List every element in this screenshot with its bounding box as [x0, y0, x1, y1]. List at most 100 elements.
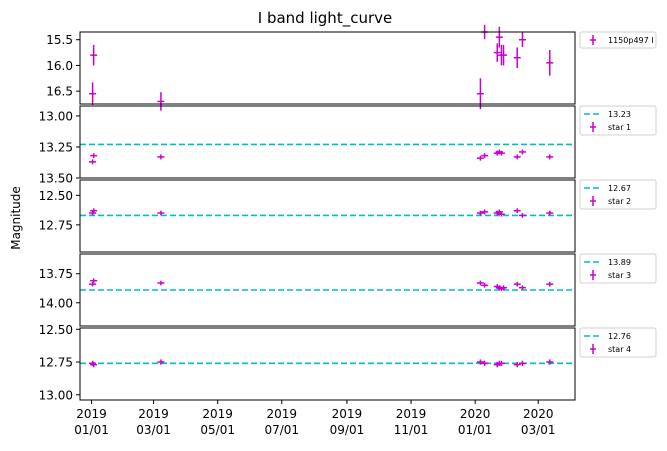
data-point [481, 283, 489, 288]
y-tick-label: 16.0 [46, 59, 73, 73]
data-point [546, 210, 554, 216]
legend: 1150p497 I [579, 31, 657, 49]
y-tick-label: 14.00 [39, 296, 73, 310]
legend-label: 1150p497 I [608, 36, 654, 45]
y-tick-label: 13.50 [39, 172, 73, 186]
data-point [476, 155, 484, 161]
data-point [90, 362, 98, 368]
panel-4: 13.75 14.00 13.89 star 3 [39, 253, 657, 327]
panel-frame [79, 31, 576, 105]
legend-label: star 3 [608, 271, 631, 280]
x-tick-label-date: 05/01 [200, 423, 235, 437]
panel-1: 15.5 16.0 16.5 1150p497 I [46, 24, 657, 111]
y-tick-label: 16.5 [46, 85, 73, 99]
panel-frame [79, 105, 576, 179]
x-tick-label-date: 03/01 [521, 423, 556, 437]
data-point [518, 32, 526, 47]
legend-label: star 4 [608, 345, 631, 354]
legend-label: 13.23 [608, 110, 631, 119]
x-axis: 2019 01/01 2019 03/01 2019 05/01 2019 07/01 2019… [74, 400, 556, 437]
data-point [493, 43, 501, 62]
legend-label: 13.89 [608, 258, 631, 267]
legend-label: 12.76 [608, 332, 631, 341]
data-point [157, 210, 165, 216]
legend-label: star 2 [608, 197, 631, 206]
data-point [89, 159, 97, 165]
data-point [90, 153, 98, 159]
data-point [90, 278, 98, 284]
panel-2: 13.00 13.25 13.50 13.23 star 1 [39, 105, 657, 186]
x-tick-label-date: 01/01 [74, 423, 109, 437]
panel-3: 12.50 12.75 12.67 star 2 [39, 179, 657, 253]
data-point [500, 44, 508, 66]
data-point [513, 362, 521, 368]
y-tick-label: 13.75 [39, 267, 73, 281]
data-point [476, 359, 484, 365]
y-tick-label: 13.00 [39, 109, 73, 123]
x-tick-label-date: 11/01 [394, 423, 429, 437]
data-point [89, 281, 97, 287]
panel-5: 12.50 12.75 13.00 12.76 star 4 [39, 323, 657, 402]
legend: 13.89 star 3 [579, 253, 657, 284]
data-point [476, 210, 484, 216]
data-point [546, 154, 554, 160]
legend-label: star 1 [608, 123, 631, 132]
legend: 13.23 star 1 [579, 105, 657, 136]
data-point [546, 281, 554, 287]
x-tick-label-year: 2020 [523, 407, 554, 421]
panel-frame [79, 327, 576, 401]
x-tick-label-date: 03/01 [136, 423, 171, 437]
legend-label: 12.67 [608, 184, 631, 193]
y-tick-label: 13.25 [39, 140, 73, 154]
x-tick-label-year: 2019 [202, 407, 233, 421]
x-tick-label-year: 2020 [460, 407, 491, 421]
data-point [497, 150, 505, 156]
panel-frame [79, 179, 576, 253]
data-point [89, 82, 97, 106]
x-tick-label-year: 2019 [332, 407, 363, 421]
y-tick-label: 12.50 [39, 189, 73, 203]
data-point [481, 153, 489, 159]
data-point [90, 44, 98, 66]
y-tick-label: 15.5 [46, 33, 73, 47]
data-point [513, 281, 521, 287]
data-point [157, 359, 165, 365]
y-tick-label: 12.75 [39, 218, 73, 232]
data-point [497, 211, 505, 217]
x-tick-label-year: 2019 [396, 407, 427, 421]
data-point [476, 280, 484, 286]
data-point [518, 360, 526, 366]
data-point [476, 78, 484, 110]
legend-box [579, 31, 657, 49]
x-tick-label-year: 2019 [267, 407, 298, 421]
y-axis-label: Magnitude [9, 186, 23, 250]
data-point [500, 285, 508, 290]
y-tick-label: 12.50 [39, 323, 73, 337]
x-tick-label-date: 01/01 [458, 423, 493, 437]
data-point [546, 50, 554, 76]
data-point [513, 208, 521, 214]
data-point [518, 149, 526, 155]
data-point [481, 209, 489, 215]
data-point [546, 359, 554, 365]
data-point [513, 154, 521, 160]
data-point [518, 285, 526, 290]
data-point [157, 92, 165, 111]
data-point [481, 360, 489, 366]
x-tick-label-date: 09/01 [330, 423, 365, 437]
data-point [90, 208, 98, 214]
x-tick-label-year: 2019 [138, 407, 169, 421]
legend: 12.76 star 4 [579, 327, 657, 358]
data-point [89, 210, 97, 216]
x-tick-label-date: 07/01 [264, 423, 299, 437]
data-point [518, 213, 526, 218]
data-point [513, 47, 521, 68]
data-point [497, 360, 505, 366]
legend: 12.67 star 2 [579, 179, 657, 210]
y-tick-label: 12.75 [39, 356, 73, 370]
data-point [495, 26, 503, 48]
panel-frame [79, 253, 576, 327]
chart-title: I band light_curve [258, 9, 392, 28]
